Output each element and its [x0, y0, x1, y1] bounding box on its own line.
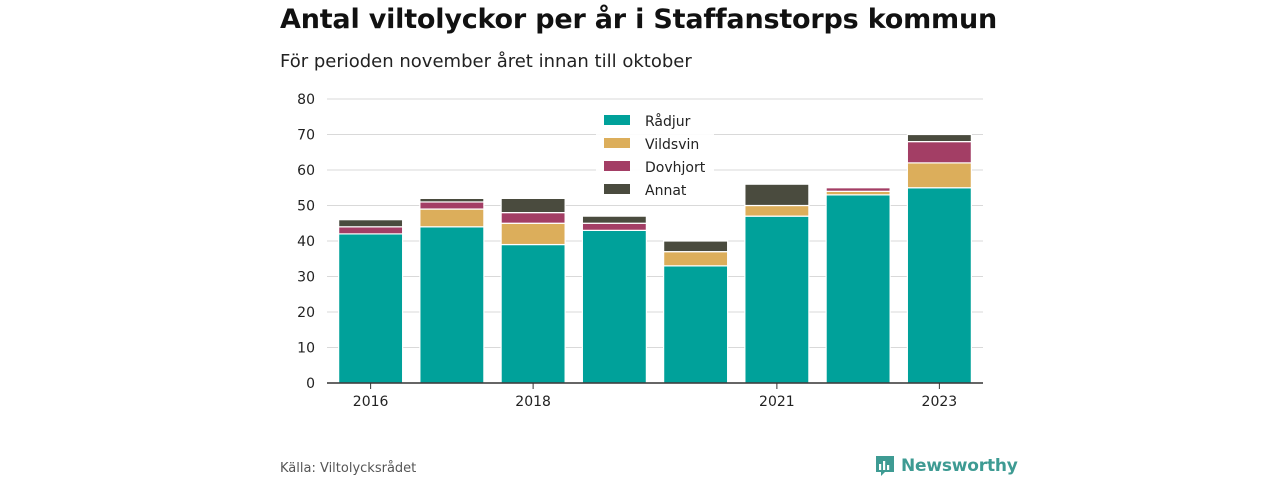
bar-dovhjort-2018: [500, 212, 566, 224]
bar-annat-2019: [581, 215, 647, 224]
bar-stack-2018: [500, 197, 566, 384]
y-tick-label: 10: [297, 341, 315, 357]
bar-annat-2020: [663, 240, 729, 253]
axes: 0 10 20 30 40 50 60 70 80 2016 2018 2021 2023: [297, 92, 983, 410]
bar-vildsvin-2017: [419, 208, 485, 228]
bar-vildsvin-2020: [663, 251, 729, 267]
legend-label-annat: Annat: [645, 183, 687, 199]
bar-rådjur-2023: [906, 187, 972, 384]
bar-stack-2016: [338, 219, 404, 384]
bars: [338, 133, 972, 384]
y-tick-label: 0: [306, 376, 315, 392]
chart-title: Antal viltolyckor per år i Staffanstorps…: [280, 4, 998, 35]
brand-logo: Newsworthy: [875, 455, 1018, 477]
bar-rådjur-2019: [581, 229, 647, 384]
bar-stack-2019: [581, 215, 647, 384]
y-tick-label: 80: [297, 92, 315, 108]
y-tick-label: 60: [297, 163, 315, 179]
bar-vildsvin-2021: [744, 204, 810, 217]
legend: Rådjur Vildsvin Dovhjort Annat: [596, 108, 714, 204]
brand-name: Newsworthy: [901, 456, 1018, 476]
x-tick-label: 2016: [353, 394, 389, 410]
bar-annat-2018: [500, 197, 566, 214]
bar-rådjur-2018: [500, 243, 566, 384]
legend-label-rådjur: Rådjur: [645, 113, 691, 130]
bar-dovhjort-2019: [581, 222, 647, 231]
newsworthy-logo-icon: [876, 456, 894, 476]
x-tick-label: 2021: [759, 394, 795, 410]
legend-swatch-dovhjort: [604, 161, 630, 171]
y-tick-label: 30: [297, 270, 315, 286]
bar-stack-2022: [825, 187, 891, 384]
bar-dovhjort-2016: [338, 226, 404, 235]
x-tick-label: 2018: [515, 394, 551, 410]
source-note: Källa: Viltolycksrådet: [280, 461, 417, 476]
bar-rådjur-2022: [825, 194, 891, 384]
bar-stack-2021: [744, 183, 810, 384]
bar-rådjur-2020: [663, 265, 729, 384]
legend-swatch-vildsvin: [604, 138, 630, 148]
bar-dovhjort-2017: [419, 201, 485, 210]
bar-rådjur-2021: [744, 215, 810, 384]
y-tick-label: 20: [297, 305, 315, 321]
y-tick-label: 40: [297, 234, 315, 250]
bar-stack-2020: [663, 240, 729, 384]
bar-rådjur-2017: [419, 226, 485, 384]
legend-swatch-annat: [604, 184, 630, 194]
bar-dovhjort-2022: [825, 187, 891, 192]
bar-annat-2021: [744, 183, 810, 207]
bar-rådjur-2016: [338, 233, 404, 384]
y-tick-label: 70: [297, 128, 315, 144]
legend-label-vildsvin: Vildsvin: [645, 137, 699, 153]
bar-vildsvin-2018: [500, 222, 566, 246]
legend-label-dovhjort: Dovhjort: [645, 160, 706, 176]
legend-swatch-rådjur: [604, 115, 630, 125]
bar-dovhjort-2023: [906, 141, 972, 164]
bar-stack-2023: [906, 133, 972, 384]
bar-stack-2017: [419, 197, 485, 384]
bar-vildsvin-2023: [906, 162, 972, 189]
bar-annat-2023: [906, 133, 972, 143]
chart-subtitle: För perioden november året innan till ok…: [280, 51, 692, 72]
bar-annat-2016: [338, 219, 404, 228]
y-tick-label: 50: [297, 199, 315, 215]
x-tick-label: 2023: [922, 394, 958, 410]
bar-annat-2017: [419, 197, 485, 203]
